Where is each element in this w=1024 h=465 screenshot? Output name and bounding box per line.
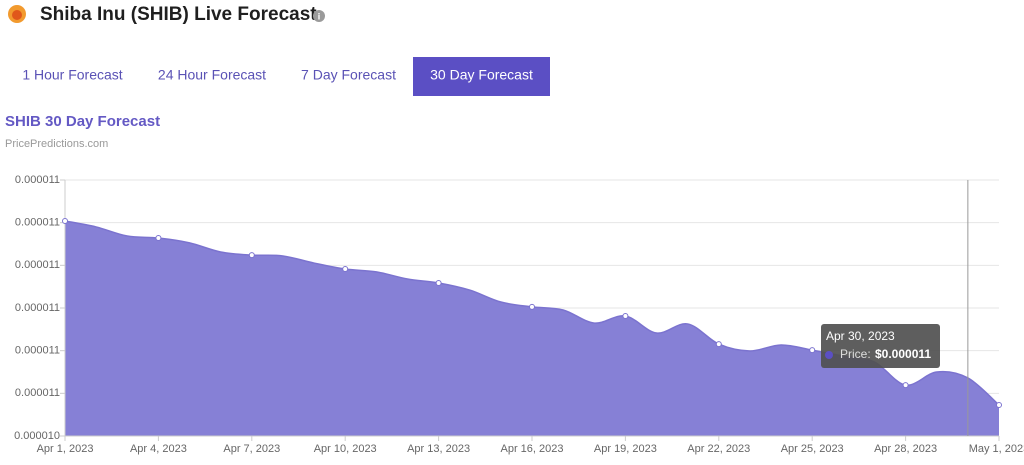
- tabs: 1 Hour Forecast 24 Hour Forecast 7 Day For…: [22, 57, 550, 96]
- point: [155, 235, 162, 242]
- y-tick-label: 0.000011: [15, 217, 60, 229]
- tab[interactable]: 30 Day Forecast: [430, 67, 533, 83]
- y-tick-label: 0.000011: [15, 174, 60, 186]
- y-tick-label: 0.000010: [14, 430, 60, 442]
- x-tick-label: Apr 13, 2023: [407, 443, 470, 455]
- point: [529, 303, 535, 310]
- point: [342, 266, 349, 273]
- tooltip-bg: [821, 324, 940, 368]
- x-tick-label: Apr 1, 2023: [37, 443, 94, 455]
- tab[interactable]: 1 Hour Forecast: [22, 67, 122, 83]
- point: [62, 217, 68, 224]
- point: [435, 279, 442, 286]
- tab[interactable]: 24 Hour Forecast: [158, 67, 266, 83]
- point: [248, 252, 255, 259]
- x-tick-label: Apr 28, 2023: [874, 443, 937, 455]
- point: [902, 382, 909, 389]
- y-tick-label: 0.000011: [15, 345, 60, 357]
- tooltip-swatch: [825, 351, 833, 359]
- x-tick-label: Apr 10, 2023: [314, 443, 377, 455]
- tooltip-label: Price:: [840, 347, 871, 361]
- y-tick-label: 0.000011: [15, 302, 60, 314]
- tooltip-value: $0.000011: [875, 347, 931, 361]
- x-tick-label: Apr 7, 2023: [223, 443, 280, 455]
- x-tick-label: May 1, 2023: [969, 443, 1024, 455]
- tab-active-bg[interactable]: [413, 57, 550, 96]
- y-tick-label: 0.000011: [15, 259, 60, 271]
- x-tick-label: Apr 4, 2023: [130, 443, 187, 455]
- point: [715, 341, 722, 348]
- point: [996, 401, 1002, 408]
- coin-icon-inner: [12, 10, 22, 20]
- page-title: Shiba Inu (SHIB) Live Forecast: [40, 4, 317, 25]
- x-tick-label: Apr 22, 2023: [687, 443, 750, 455]
- tooltip-date: Apr 30, 2023: [826, 329, 895, 343]
- x-tick-label: Apr 25, 2023: [781, 443, 844, 455]
- info-icon[interactable]: [313, 10, 325, 22]
- tab[interactable]: 7 Day Forecast: [301, 67, 396, 83]
- x-tick-label: Apr 19, 2023: [594, 443, 657, 455]
- info-icon-glyph: i: [318, 11, 321, 21]
- chart-title: SHIB 30 Day Forecast: [5, 113, 160, 130]
- x-tick-label: Apr 16, 2023: [501, 443, 564, 455]
- chart-subtitle: PricePredictions.com: [5, 138, 108, 150]
- y-tick-label: 0.000011: [15, 387, 60, 399]
- point: [809, 347, 816, 354]
- area: [65, 220, 999, 436]
- plot: 0.000010 0.000011 0.000011 0.000011 0.000011…: [14, 174, 1024, 455]
- point: [622, 312, 629, 319]
